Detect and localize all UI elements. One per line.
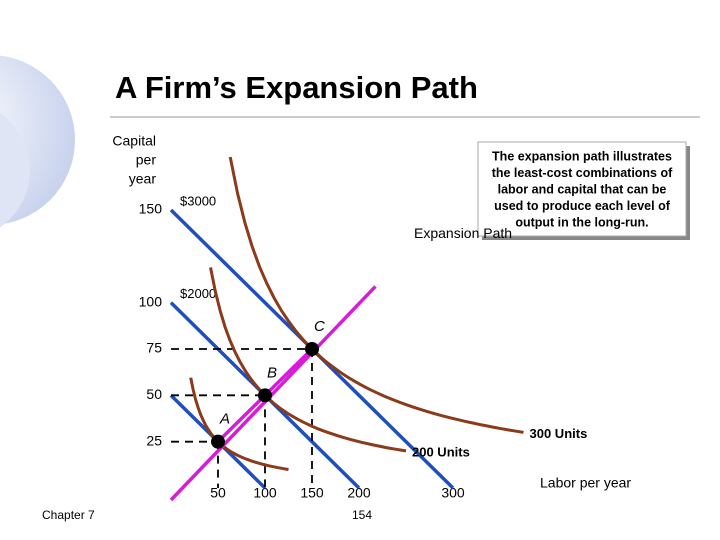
isoquant [189, 377, 289, 471]
note-box [477, 141, 687, 237]
note-text: The expansion path illustrates [492, 149, 672, 163]
tangency-point [305, 342, 319, 356]
note-text: output in the long-run. [515, 215, 648, 229]
expansion-path-label: Expansion Path [414, 225, 512, 241]
isoquant-label: 300 Units [530, 426, 588, 441]
y-tick-label: 50 [146, 386, 162, 402]
decoration [0, 112, 30, 228]
isoquant-label: 200 Units [412, 444, 470, 459]
y-tick-label: 25 [146, 432, 162, 448]
isoquant [209, 267, 407, 453]
y-tick-label: 100 [139, 293, 163, 309]
x-tick-label: 150 [300, 485, 324, 501]
note-text: used to produce each level of [494, 199, 671, 213]
x-tick-label: 50 [210, 485, 226, 501]
isoquant [228, 156, 524, 434]
footer-chapter: Chapter 7 [42, 508, 95, 522]
note-text: labor and capital that can be [498, 182, 667, 196]
y-axis-label: per [136, 152, 157, 168]
x-tick-label: 200 [347, 485, 371, 501]
x-tick-label: 300 [441, 485, 465, 501]
y-axis-label: Capital [112, 133, 156, 149]
note-text: the least-cost combinations of [492, 166, 673, 180]
point-label: C [314, 318, 325, 335]
point-label: A [219, 411, 230, 428]
point-label: B [267, 364, 277, 381]
x-axis-label: Labor per year [540, 475, 631, 491]
x-tick-label: 100 [253, 485, 277, 501]
tangency-point [211, 434, 225, 449]
title: A Firm’s Expansion Path [115, 70, 478, 105]
isocost-label: $3000 [180, 193, 216, 208]
y-tick-label: 150 [139, 201, 163, 217]
y-tick-label: 75 [146, 340, 162, 356]
y-axis-label: year [129, 171, 157, 187]
expansion-path-extension [169, 285, 377, 502]
page-number: 154 [352, 508, 372, 522]
isocost-label: $2000 [180, 286, 216, 301]
tangency-point [258, 388, 272, 403]
